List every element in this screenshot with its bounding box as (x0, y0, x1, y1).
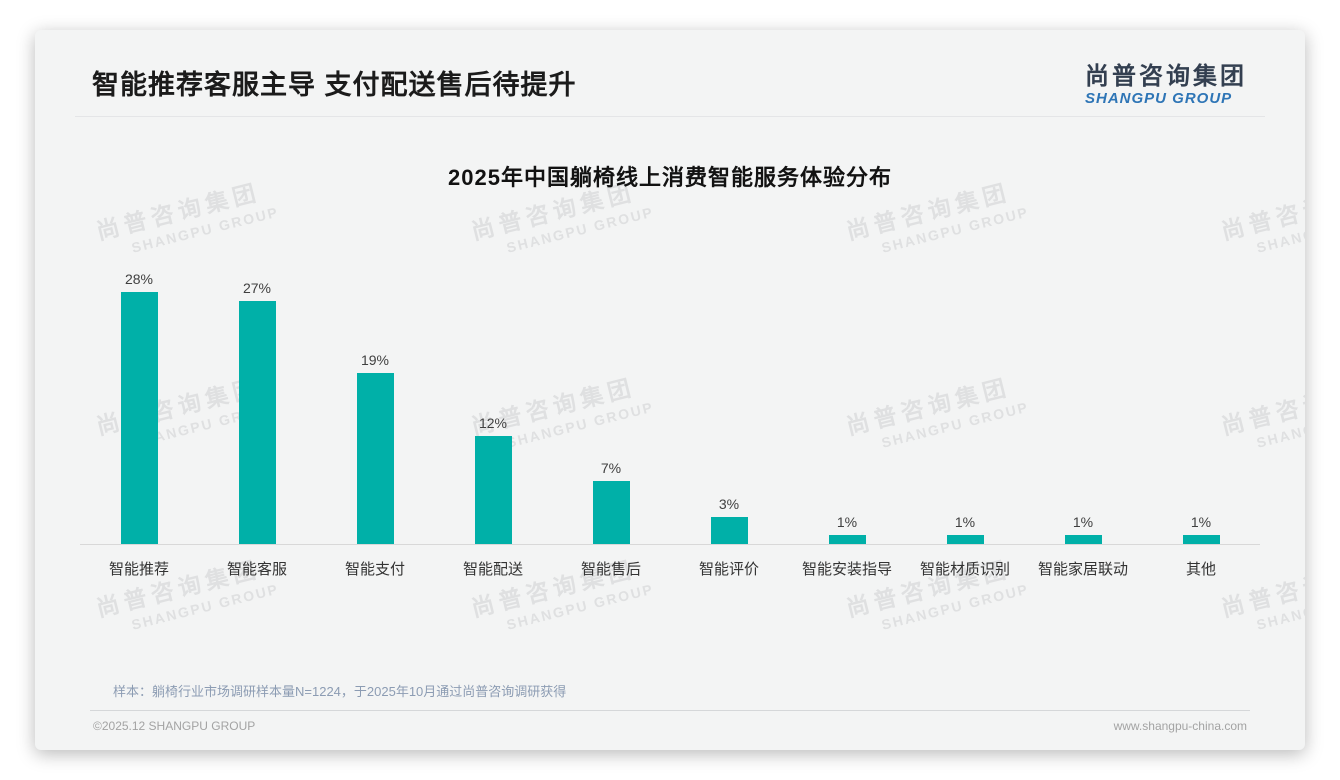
bar-chart: 28% 27% 19% 12% 7% 3% 1% 1% 1% 1% 智能推荐 智能客服 智能支付 智能配… (80, 223, 1260, 579)
copyright-text: ©2025.12 SHANGPU GROUP (93, 719, 256, 733)
x-axis-label: 智能推荐 (108, 561, 169, 578)
x-axis-label: 智能家居联动 (1037, 561, 1128, 578)
slide-card: 尚普咨询集团 SHANGPU GROUP 尚普咨询集团 SHANGPU GROUP 尚普… (35, 30, 1305, 750)
bar-value-label: 1% (1190, 514, 1212, 530)
bar-value-label: 19% (360, 352, 390, 368)
bar-value-label: 7% (600, 460, 622, 476)
bar-column: 19% (316, 352, 434, 544)
x-axis-label: 其他 (1185, 561, 1216, 578)
bars-row: 28% 27% 19% 12% 7% 3% 1% 1% 1% 1% (80, 223, 1260, 545)
x-axis-label: 智能材质识别 (919, 561, 1010, 578)
bar-value-label: 27% (242, 280, 272, 296)
page-title: 智能推荐客服主导 支付配送售后待提升 (92, 70, 577, 100)
bar (474, 436, 512, 544)
bar (120, 292, 158, 544)
slide-content: 智能推荐客服主导 支付配送售后待提升 尚普咨询集团 SHANGPU GROUP … (35, 30, 1305, 750)
bar-value-label: 1% (1072, 514, 1094, 530)
x-axis-label: 智能客服 (226, 561, 287, 578)
bar (828, 535, 866, 544)
bar-value-label: 28% (124, 271, 154, 287)
logo-cn-text: 尚普咨询集团 (1085, 63, 1247, 90)
website-url: www.shangpu-china.com (1113, 719, 1247, 733)
bar-column: 1% (1024, 514, 1142, 544)
bar-value-label: 12% (478, 415, 508, 431)
header: 智能推荐客服主导 支付配送售后待提升 尚普咨询集团 SHANGPU GROUP (35, 30, 1305, 108)
bar (592, 481, 630, 544)
bar (1064, 535, 1102, 544)
bar (710, 517, 748, 544)
bar (356, 373, 394, 544)
bar-column: 1% (788, 514, 906, 544)
x-axis-label: 智能支付 (344, 561, 405, 578)
x-axis-label: 智能配送 (462, 561, 523, 578)
bar-column: 28% (80, 271, 198, 544)
x-axis-labels: 智能推荐 智能客服 智能支付 智能配送 智能售后 智能评价 智能安装指导 智能材质识别 智能家居… (80, 558, 1260, 579)
bar (946, 535, 984, 544)
company-logo: 尚普咨询集团 SHANGPU GROUP (1085, 64, 1247, 108)
bar-column: 1% (906, 514, 1024, 544)
bar (1182, 535, 1220, 544)
chart-title: 2025年中国躺椅线上消费智能服务体验分布 (448, 165, 892, 190)
bar-column: 27% (198, 280, 316, 544)
bar-column: 12% (434, 415, 552, 544)
x-axis-label: 智能评价 (698, 561, 759, 578)
header-divider (75, 116, 1265, 117)
x-axis-label: 智能售后 (580, 561, 641, 578)
footer: ©2025.12 SHANGPU GROUP www.shangpu-china… (35, 711, 1305, 733)
bar-column: 7% (552, 460, 670, 544)
bar-value-label: 3% (718, 496, 740, 512)
bar-value-label: 1% (836, 514, 858, 530)
bar-value-label: 1% (954, 514, 976, 530)
footer-divider (90, 710, 1250, 711)
source-note: 样本：躺椅行业市场调研样本量N=1224，于2025年10月通过尚普咨询调研获得 (113, 684, 567, 699)
bar (238, 301, 276, 544)
bar-column: 1% (1142, 514, 1260, 544)
x-axis-label: 智能安装指导 (801, 561, 892, 578)
bar-column: 3% (670, 496, 788, 544)
logo-en-text: SHANGPU GROUP (1085, 90, 1233, 107)
